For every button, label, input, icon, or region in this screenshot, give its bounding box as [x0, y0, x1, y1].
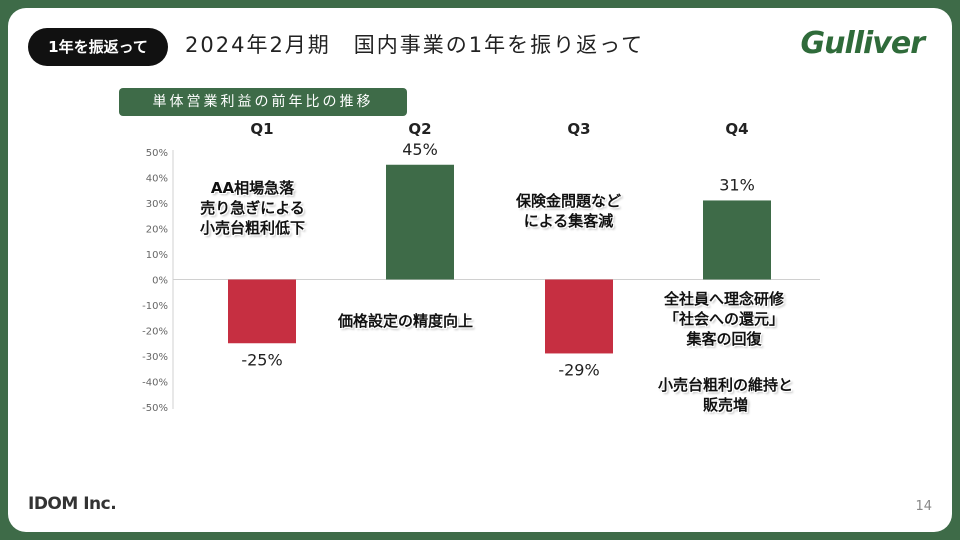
bar [545, 279, 613, 354]
annotation-q4-line: 小売台粗利の維持と [658, 376, 794, 394]
y-tick-label: 30% [146, 199, 168, 210]
slide: 1年を振返って 2024年2月期 国内事業の1年を振り返って Gulliver … [8, 8, 952, 532]
y-tick-label: 40% [146, 174, 168, 185]
annotation-q1-line: 小売台粗利低下 [200, 219, 306, 237]
company-name: IDOM Inc. [28, 494, 117, 514]
annotation-q3-line: による集客減 [523, 212, 614, 230]
annotation-q4-top: 全社員へ理念研修 「社会への還元」 集客の回復 [664, 289, 784, 349]
annotation-q1: AA相場急落 売り急ぎによる 小売台粗利低下 [200, 178, 305, 238]
data-label: -29% [558, 360, 599, 379]
y-tick-label: 0% [152, 276, 168, 287]
y-tick-label: 10% [146, 250, 168, 261]
annotation-q4-bottom: 小売台粗利の維持と 販売増 [658, 375, 793, 415]
annotation-q2-line: 価格設定の精度向上 [338, 312, 474, 330]
annotation-q1-line: 売り急ぎによる [200, 199, 305, 217]
category-label: Q1 [250, 120, 273, 138]
bar [228, 279, 296, 344]
chart-subheading: 単体営業利益の前年比の推移 [119, 88, 407, 116]
y-tick-label: -20% [142, 327, 168, 338]
annotation-q2: 価格設定の精度向上 [338, 311, 473, 331]
y-tick-label: -50% [142, 403, 168, 414]
category-label: Q3 [567, 120, 590, 138]
annotation-q4-line: 「社会への還元」 [664, 310, 785, 328]
y-tick-label: 20% [146, 225, 168, 236]
y-tick-label: 50% [146, 148, 168, 159]
data-label: -25% [241, 350, 282, 369]
y-tick-label: -30% [142, 352, 168, 363]
annotation-q4-line: 全社員へ理念研修 [664, 290, 785, 308]
bar-chart: 50% 40% 30% 20% 10% 0% -10% -20% -30% -40% -50% Q1 -… [142, 120, 820, 414]
bar [386, 164, 454, 280]
annotation-q4-line: 集客の回復 [686, 330, 762, 348]
slide-title: 2024年2月期 国内事業の1年を振り返って [185, 33, 645, 57]
annotation-q3-line: 保険金問題など [516, 192, 622, 210]
data-label: 45% [402, 140, 438, 159]
page-number: 14 [915, 499, 932, 514]
annotation-q1-line: AA相場急落 [210, 179, 295, 197]
category-label: Q4 [725, 120, 748, 138]
section-tag: 1年を振返って [28, 28, 168, 66]
data-label: 31% [719, 175, 755, 194]
bar [703, 200, 771, 280]
annotation-q4-line: 販売増 [703, 396, 749, 414]
y-tick-label: -10% [142, 301, 168, 312]
category-label: Q2 [408, 120, 431, 138]
brand-logo: Gulliver [800, 26, 925, 61]
y-tick-label: -40% [142, 378, 168, 389]
annotation-q3: 保険金問題など による集客減 [516, 191, 621, 231]
